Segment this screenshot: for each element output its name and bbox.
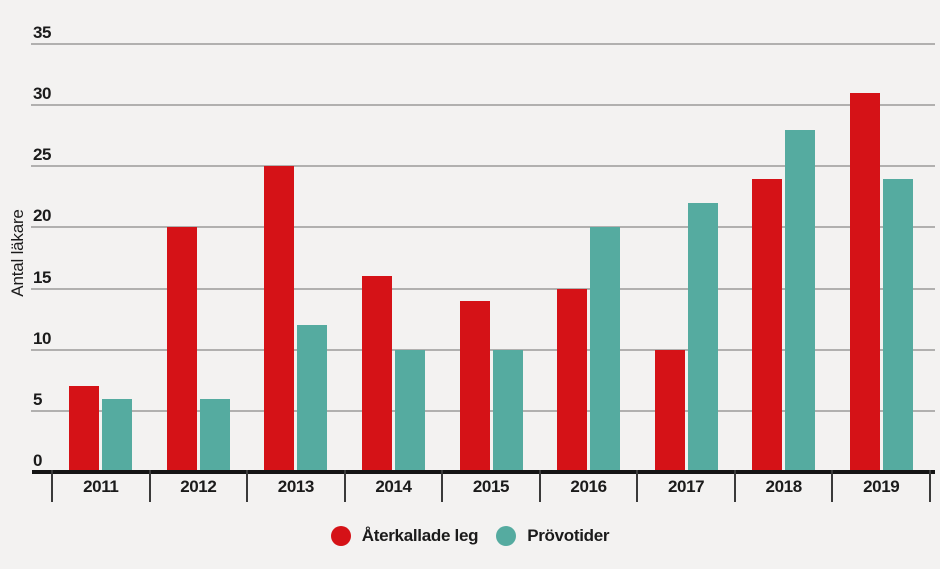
y-tick-label-25: 25 — [33, 145, 52, 165]
y-tick-label-30: 30 — [33, 84, 52, 104]
x-axis-label-2019: 2019 — [863, 477, 900, 496]
x-axis-label-2013: 2013 — [277, 477, 315, 496]
bar-series0-2016 — [557, 288, 588, 472]
y-tick-label-10: 10 — [33, 328, 52, 348]
x-axis-tick-mark — [831, 470, 834, 502]
bar-series0-2017 — [654, 349, 685, 472]
legend: Återkallade leg Prövotider — [0, 526, 940, 546]
bar-series1-2013 — [297, 325, 328, 472]
bar-series0-2019 — [849, 92, 880, 472]
legend-item-series1: Prövotider — [496, 526, 610, 546]
x-axis-tick-mark — [51, 470, 53, 502]
x-axis-label-2014: 2014 — [375, 477, 412, 496]
x-axis-line — [32, 470, 935, 474]
legend-item-series0: Återkallade leg — [330, 526, 479, 546]
bar-series1-2012 — [199, 398, 230, 472]
bar-series0-2015 — [459, 300, 490, 472]
x-axis-label-2018: 2018 — [765, 477, 803, 496]
gridline-35 — [31, 43, 935, 45]
legend-label: Återkallade leg — [361, 526, 479, 545]
y-tick-label-15: 15 — [33, 267, 52, 287]
gridline-30 — [31, 104, 935, 107]
bar-series1-2017 — [687, 202, 718, 472]
y-tick-label-35: 35 — [33, 23, 52, 42]
bar-series0-2011 — [69, 386, 100, 472]
bar-series1-2018 — [785, 129, 816, 472]
x-axis-tick-mark — [733, 470, 736, 502]
x-axis-tick-mark — [343, 470, 346, 502]
x-axis-tick-mark — [636, 470, 639, 502]
x-axis-tick-mark — [929, 470, 931, 502]
gridline-25 — [31, 165, 935, 168]
bar-series0-2018 — [752, 178, 783, 472]
x-axis-tick-mark — [246, 470, 249, 502]
gridline-15 — [31, 287, 935, 290]
y-tick-label-0: 0 — [33, 451, 43, 470]
x-axis-label-2015: 2015 — [472, 477, 510, 496]
x-axis-tick-mark — [441, 470, 444, 502]
bar-series1-2016 — [590, 227, 621, 472]
x-axis-label-2012: 2012 — [180, 477, 217, 496]
x-axis-label-2016: 2016 — [570, 477, 607, 496]
bar-series1-2014 — [394, 349, 425, 472]
bar-series0-2014 — [361, 276, 392, 472]
legend-label: Prövotider — [527, 526, 610, 545]
legend-swatch-icon — [496, 526, 517, 546]
bar-series1-2011 — [102, 398, 133, 472]
bar-series0-2012 — [166, 227, 197, 472]
x-axis-tick-mark — [148, 470, 151, 502]
y-tick-label-5: 5 — [33, 389, 43, 409]
x-axis-label-2017: 2017 — [667, 477, 705, 496]
bar-series1-2015 — [492, 349, 523, 472]
gridline-20 — [31, 226, 935, 229]
x-axis-tick-mark — [538, 470, 541, 502]
y-tick-label-20: 20 — [33, 206, 52, 226]
legend-swatch-icon — [330, 526, 351, 546]
bar-series0-2013 — [264, 166, 295, 472]
bar-series1-2019 — [882, 178, 913, 472]
x-axis-label-2011: 2011 — [83, 477, 119, 496]
y-axis-title: Antal läkare — [8, 209, 27, 297]
